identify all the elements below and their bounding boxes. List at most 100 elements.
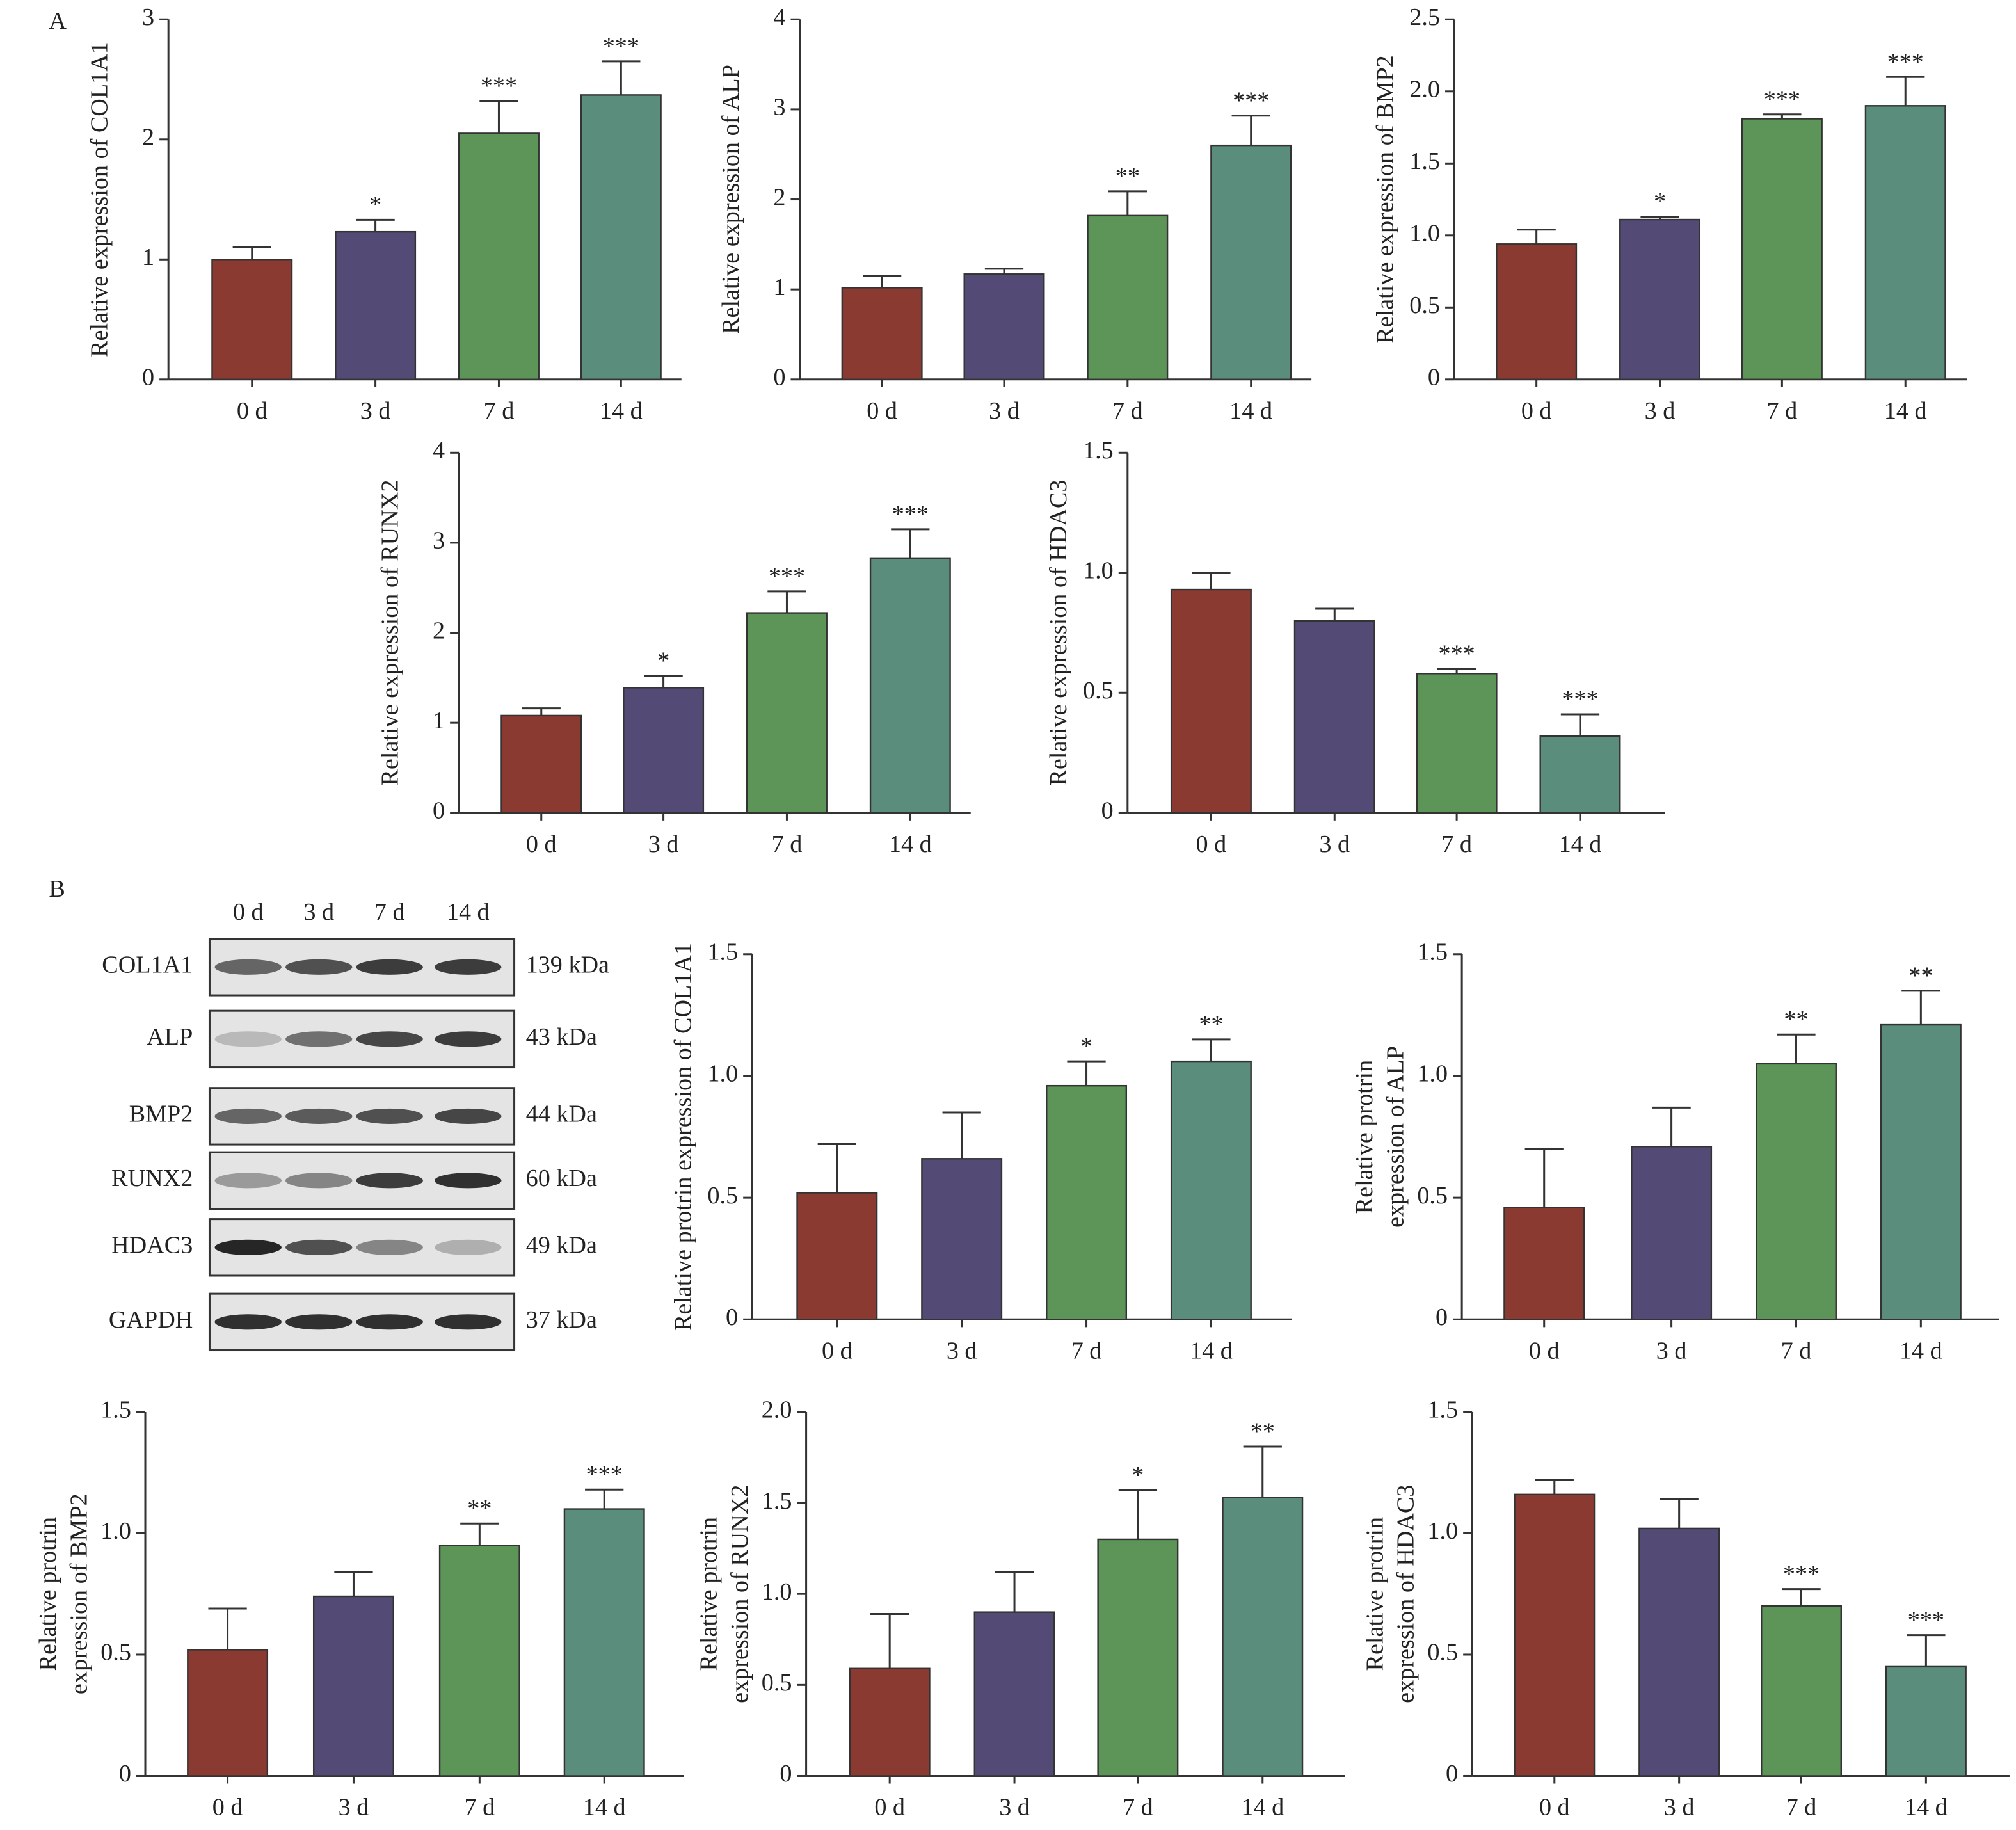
significance-label: * <box>1132 1462 1144 1489</box>
x-tick-label: 7 d <box>1767 397 1798 424</box>
panel-label: A <box>49 8 67 35</box>
y-tick-label: 2.0 <box>762 1397 792 1424</box>
y-tick-label: 0 <box>1428 364 1440 391</box>
bar <box>1170 588 1252 814</box>
y-axis-label: Relative protrin <box>35 1517 61 1671</box>
size-label: 37 kDa <box>526 1306 597 1333</box>
x-tick-label: 0 d <box>237 397 268 424</box>
y-tick-label: 1.0 <box>762 1578 792 1605</box>
y-tick-label: 0.5 <box>100 1639 131 1666</box>
bar <box>1631 1146 1713 1320</box>
y-tick-label: 2.5 <box>1409 4 1440 31</box>
size-label: 49 kDa <box>526 1232 597 1259</box>
y-tick-label: 0 <box>142 364 154 391</box>
significance-label: *** <box>603 33 639 60</box>
y-axis-label: Relative protrin <box>1351 1060 1378 1214</box>
x-tick-label: 0 d <box>867 397 897 424</box>
y-tick-label: 1 <box>142 244 154 271</box>
bar <box>1416 673 1498 814</box>
significance-label: * <box>369 191 381 218</box>
y-tick-label: 0 <box>119 1760 131 1787</box>
significance-label: *** <box>892 501 929 527</box>
y-axis-label: Relative expression of HDAC3 <box>1045 480 1072 786</box>
significance-label: *** <box>1887 49 1924 76</box>
bar <box>1885 1665 1967 1777</box>
bar <box>1755 1063 1837 1320</box>
significance-label: ** <box>1251 1418 1275 1445</box>
bar <box>796 1192 878 1320</box>
bar <box>963 273 1045 380</box>
y-axis-label: Relative expression of RUNX2 <box>376 480 403 786</box>
bar <box>1619 218 1701 380</box>
x-tick-label: 0 d <box>212 1794 243 1820</box>
y-tick-label: 1 <box>433 707 445 734</box>
bar <box>1503 1207 1585 1320</box>
x-tick-label: 3 d <box>1664 1794 1695 1820</box>
x-tick-label: 14 d <box>1559 831 1602 858</box>
bar <box>1222 1497 1304 1777</box>
bar <box>187 1649 269 1777</box>
y-tick-label: 1.0 <box>707 1061 738 1088</box>
x-tick-label: 14 d <box>889 831 932 858</box>
significance-label: ** <box>1784 1006 1808 1033</box>
y-tick-label: 0.5 <box>707 1182 738 1209</box>
y-tick-label: 1.5 <box>1427 1397 1458 1424</box>
x-tick-label: 14 d <box>600 397 643 424</box>
blot-band <box>435 1173 502 1189</box>
blot-band <box>285 1173 353 1189</box>
significance-label: * <box>657 648 669 675</box>
bar <box>312 1595 394 1777</box>
x-tick-label: 0 d <box>874 1794 905 1820</box>
lane-label: 3 d <box>303 899 334 926</box>
bar <box>458 132 540 380</box>
bar <box>563 1508 645 1777</box>
y-tick-label: 1.0 <box>1409 220 1440 247</box>
significance-label: *** <box>1438 640 1475 667</box>
significance-label: *** <box>1908 1607 1944 1633</box>
bar <box>1210 144 1292 380</box>
x-tick-label: 0 d <box>1529 1337 1560 1364</box>
y-tick-label: 0 <box>780 1760 792 1787</box>
x-tick-label: 7 d <box>1781 1337 1812 1364</box>
blot-band <box>214 1239 282 1255</box>
x-tick-label: 3 d <box>339 1794 369 1820</box>
blot-band <box>356 1173 423 1189</box>
blot-band <box>214 1108 282 1124</box>
x-tick-label: 0 d <box>1196 831 1227 858</box>
bar <box>335 230 417 380</box>
y-axis-label: Relative expression of BMP2 <box>1372 55 1398 343</box>
western-blot: 0 d 3 d 7 d 14 d COL1A1 139 kDa ALP 43 kDa BMP2 4… <box>102 899 609 1352</box>
blot-band <box>285 1314 353 1330</box>
bar <box>1097 1538 1179 1777</box>
bar <box>438 1545 520 1777</box>
bar <box>841 287 923 380</box>
protein-label: RUNX2 <box>111 1165 193 1192</box>
significance-label: *** <box>481 72 517 99</box>
y-tick-label: 1.0 <box>1417 1061 1448 1088</box>
significance-label: *** <box>586 1461 623 1488</box>
x-tick-label: 0 d <box>526 831 557 858</box>
size-label: 44 kDa <box>526 1101 597 1128</box>
y-tick-label: 4 <box>433 437 445 464</box>
blot-band <box>356 1239 423 1255</box>
blot-band <box>214 1314 282 1330</box>
blot-band <box>356 1031 423 1047</box>
blot-band <box>435 959 502 975</box>
y-tick-label: 0 <box>773 364 785 391</box>
significance-label: *** <box>1764 86 1800 113</box>
bar <box>1046 1084 1128 1320</box>
y-tick-label: 0.5 <box>1417 1182 1448 1209</box>
y-axis-label: expression of HDAC3 <box>1393 1485 1420 1703</box>
y-tick-label: 1.5 <box>707 939 738 966</box>
y-tick-label: 2.0 <box>1409 76 1440 103</box>
x-tick-label: 0 d <box>822 1337 852 1364</box>
blot-band <box>214 1031 282 1047</box>
y-tick-label: 0 <box>433 798 445 824</box>
x-tick-label: 14 d <box>1884 397 1927 424</box>
x-tick-label: 0 d <box>1539 1794 1570 1820</box>
x-tick-label: 7 d <box>1786 1794 1817 1820</box>
bar <box>869 557 951 814</box>
y-tick-label: 3 <box>142 4 154 31</box>
bar <box>1880 1023 1962 1320</box>
